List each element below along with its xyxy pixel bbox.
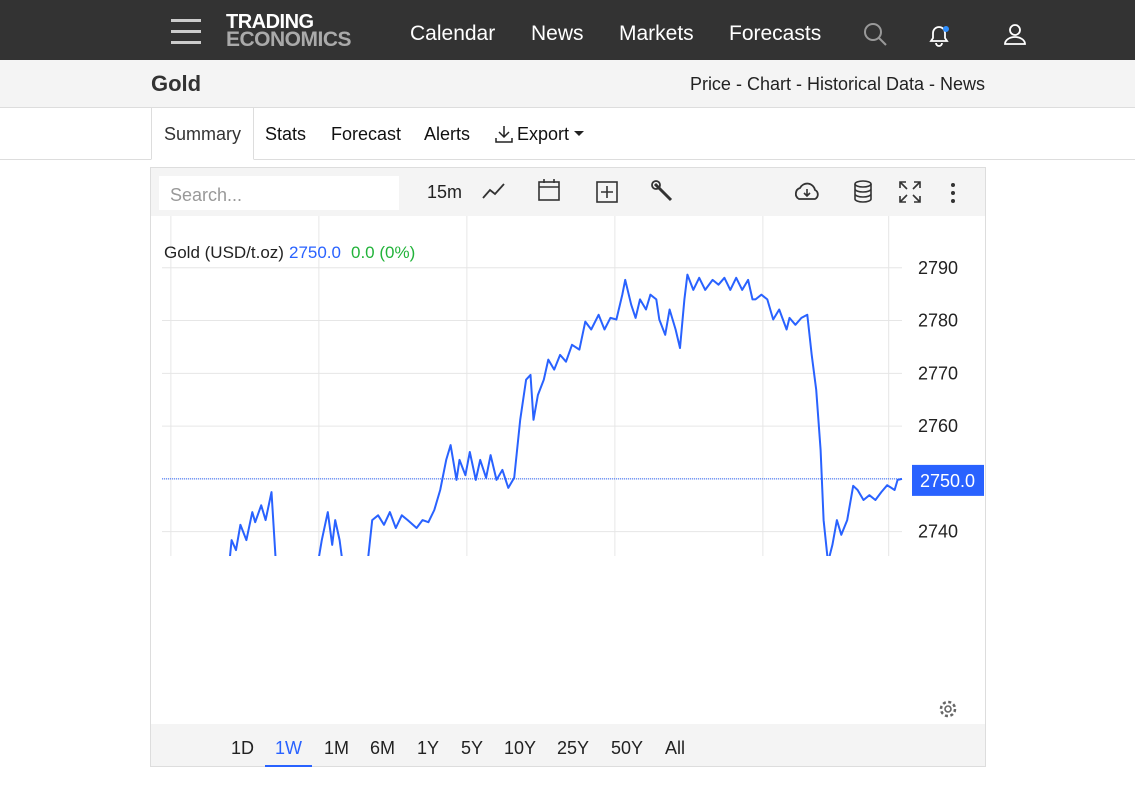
caret-icon xyxy=(574,131,584,136)
y-tick-label: 2770 xyxy=(918,363,958,383)
series-name: Gold (USD/t.oz) xyxy=(164,243,284,262)
range-button[interactable]: 1W xyxy=(265,738,312,767)
calendar-icon[interactable] xyxy=(537,178,561,204)
interval-button[interactable]: 15m xyxy=(427,182,463,202)
y-tick-label: 2780 xyxy=(918,311,958,331)
range-button[interactable]: All xyxy=(665,738,686,758)
menu-icon[interactable] xyxy=(171,19,201,45)
nav-link[interactable]: Calendar xyxy=(410,22,496,45)
y-tick-label: 2740 xyxy=(918,522,958,542)
wrench-icon[interactable] xyxy=(651,180,675,204)
tab[interactable]: Forecast xyxy=(331,124,402,144)
bell-icon[interactable] xyxy=(927,23,953,49)
y-tick-label: 2790 xyxy=(918,258,958,278)
last-price-tag xyxy=(912,464,984,496)
range-button[interactable]: 1D xyxy=(231,738,255,758)
range-button[interactable]: 10Y xyxy=(504,738,537,758)
fullscreen-icon[interactable] xyxy=(898,180,922,204)
nav-link[interactable]: Markets xyxy=(619,22,694,45)
tab[interactable]: Export xyxy=(517,124,570,144)
sub-header: Gold Price - Chart - Historical Data - N… xyxy=(0,60,1135,108)
price-line xyxy=(229,273,903,556)
nav-link[interactable]: News xyxy=(531,22,584,45)
tab[interactable]: Stats xyxy=(265,124,307,144)
range-button[interactable]: 5Y xyxy=(461,738,484,758)
chart-toolbar: Search... 15m xyxy=(151,168,985,216)
legend: Gold (USD/t.oz) 2750.0 0.0 (0%) xyxy=(164,243,415,262)
tab-label: Summary xyxy=(164,124,242,144)
database-icon[interactable] xyxy=(853,180,873,204)
more-icon[interactable] xyxy=(949,182,957,204)
nav-link[interactable]: Forecasts xyxy=(729,22,822,45)
range-button[interactable]: 25Y xyxy=(557,738,590,758)
range-button[interactable]: 50Y xyxy=(611,738,644,758)
last-price-label: 2750.0 xyxy=(920,471,975,491)
search-icon[interactable] xyxy=(863,22,889,48)
user-icon[interactable] xyxy=(1003,23,1027,47)
legend-price: 2750.0 xyxy=(289,243,341,262)
top-nav: TRADING ECONOMICS Calendar News Markets … xyxy=(0,0,1135,60)
chart: 2720273027402750276027702780279025282930… xyxy=(162,216,984,556)
page-title: Gold xyxy=(151,71,202,96)
header-links[interactable]: Price - Chart - Historical Data - News xyxy=(689,74,985,94)
legend-change: 0.0 (0%) xyxy=(351,243,415,262)
tab-bar: Summary Stats Forecast Alerts Export xyxy=(0,108,1135,160)
tab[interactable]: Alerts xyxy=(424,124,471,144)
logo[interactable]: TRADING ECONOMICS xyxy=(226,11,352,51)
tab[interactable]: Summary xyxy=(151,108,254,160)
download-icon xyxy=(495,126,513,143)
range-bar: 1D 1W 1M 6M 1Y 5Y 10Y 25Y 50Y All xyxy=(151,724,985,767)
line-type-icon[interactable] xyxy=(481,180,507,202)
add-icon[interactable] xyxy=(595,180,619,204)
range-button[interactable]: 6M xyxy=(370,738,396,758)
range-button[interactable]: 1M xyxy=(324,738,350,758)
range-button[interactable]: 1Y xyxy=(417,738,440,758)
settings-icon[interactable] xyxy=(937,698,959,720)
cloud-download-icon[interactable] xyxy=(792,180,822,204)
search-input[interactable]: Search... xyxy=(159,176,399,210)
y-tick-label: 2760 xyxy=(918,416,958,436)
chart-panel: Search... 15m 1D 1W 1M 6M 1Y 5Y 10Y 25Y … xyxy=(150,167,986,767)
logo-bottom: ECONOMICS xyxy=(226,28,352,51)
logo-top: TRADING xyxy=(226,11,314,33)
